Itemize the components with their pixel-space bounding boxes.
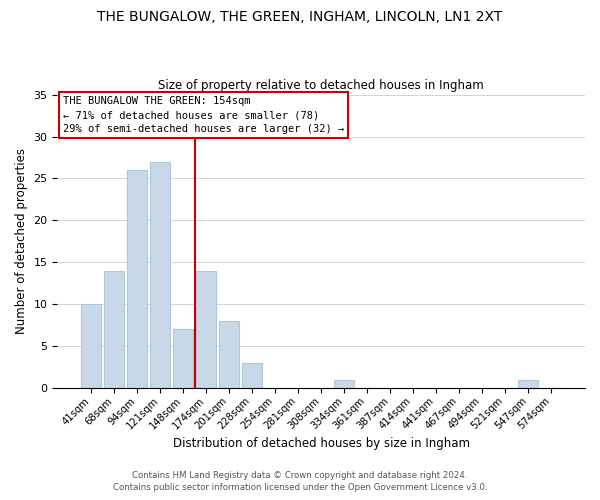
Bar [334, 380, 354, 388]
Title: Size of property relative to detached houses in Ingham: Size of property relative to detached ho… [158, 79, 484, 92]
Text: THE BUNGALOW THE GREEN: 154sqm
← 71% of detached houses are smaller (78)
29% of : THE BUNGALOW THE GREEN: 154sqm ← 71% of … [62, 96, 344, 134]
Bar [127, 170, 147, 388]
Bar [518, 380, 538, 388]
Bar [196, 270, 216, 388]
Y-axis label: Number of detached properties: Number of detached properties [15, 148, 28, 334]
Text: THE BUNGALOW, THE GREEN, INGHAM, LINCOLN, LN1 2XT: THE BUNGALOW, THE GREEN, INGHAM, LINCOLN… [97, 10, 503, 24]
X-axis label: Distribution of detached houses by size in Ingham: Distribution of detached houses by size … [173, 437, 470, 450]
Bar [151, 162, 170, 388]
Bar [220, 321, 239, 388]
Bar [82, 304, 101, 388]
Bar [104, 270, 124, 388]
Text: Contains HM Land Registry data © Crown copyright and database right 2024.
Contai: Contains HM Land Registry data © Crown c… [113, 471, 487, 492]
Bar [242, 363, 262, 388]
Bar [173, 330, 193, 388]
